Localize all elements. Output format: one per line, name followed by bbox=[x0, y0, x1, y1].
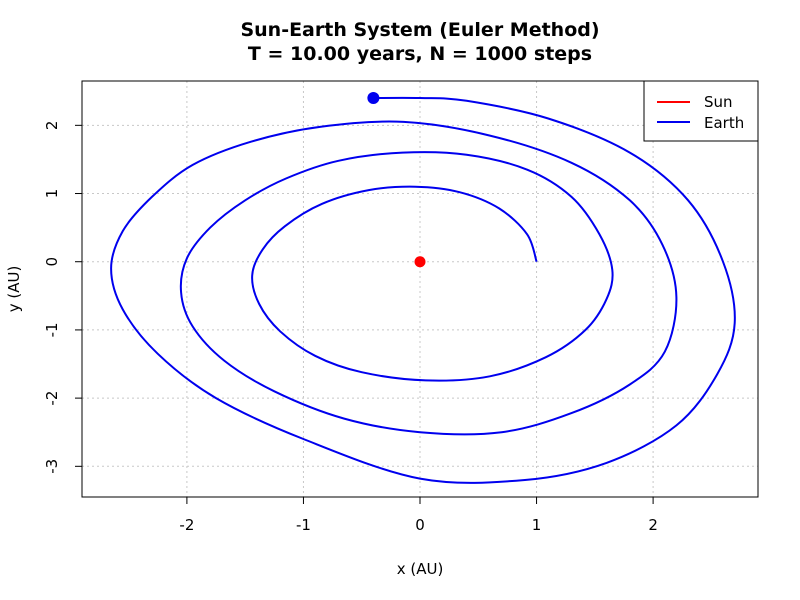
x-tick-label: 0 bbox=[415, 516, 425, 534]
grid bbox=[82, 81, 758, 497]
earth-final-point bbox=[367, 92, 380, 105]
legend-box bbox=[643, 80, 759, 142]
legend-label-sun: Sun bbox=[704, 93, 733, 111]
y-tick-label: 1 bbox=[43, 189, 61, 199]
x-tick-label: 2 bbox=[648, 516, 658, 534]
x-tick-label: 1 bbox=[532, 516, 542, 534]
chart-subtitle: T = 10.00 years, N = 1000 steps bbox=[248, 43, 592, 65]
x-tick-label: -2 bbox=[179, 516, 194, 534]
y-tick-label: -2 bbox=[43, 391, 61, 406]
sun-point bbox=[414, 256, 426, 268]
y-tick-label: 0 bbox=[43, 257, 61, 267]
y-axis-label: y (AU) bbox=[5, 266, 23, 313]
earth-trajectory-line bbox=[110, 96, 736, 484]
y-tick-label: -3 bbox=[43, 459, 61, 474]
x-axis-label: x (AU) bbox=[397, 560, 444, 578]
legend-label-earth: Earth bbox=[704, 114, 744, 132]
axis-ticks: -2 -1 0 1 2 -3 -2 -1 0 1 2 bbox=[43, 121, 658, 534]
data-layer bbox=[110, 92, 736, 484]
x-tick-label: -1 bbox=[296, 516, 311, 534]
y-tick-label: 2 bbox=[43, 121, 61, 131]
legend: Sun Earth bbox=[643, 80, 759, 142]
chart-title: Sun-Earth System (Euler Method) bbox=[240, 19, 599, 41]
y-tick-label: -1 bbox=[43, 322, 61, 337]
